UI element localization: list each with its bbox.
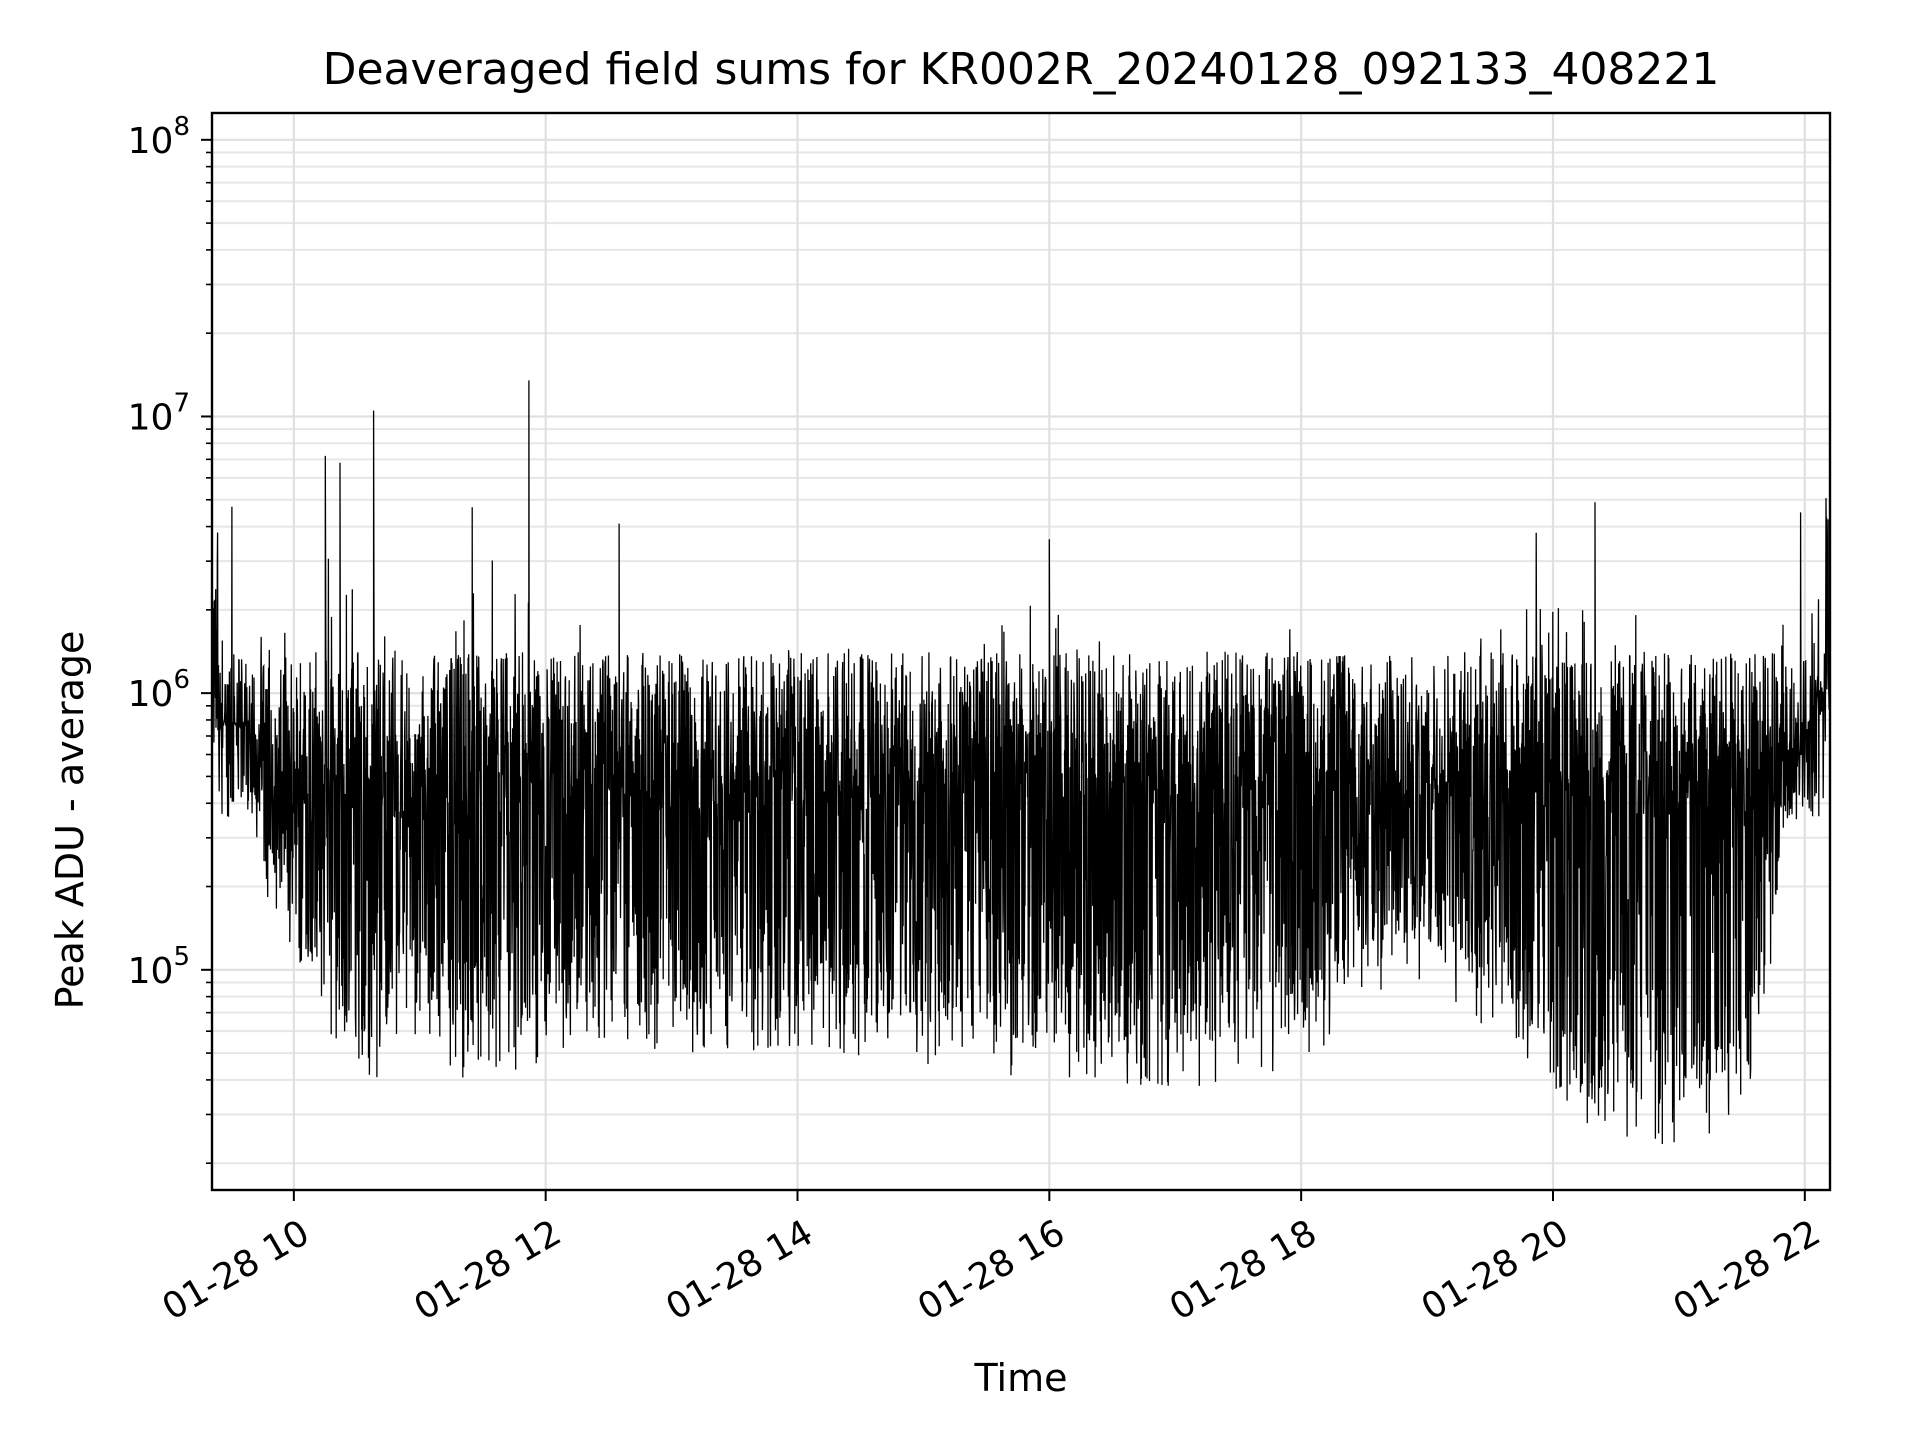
x-tick-label: 01-28 22: [1667, 1212, 1828, 1328]
x-axis-label: Time: [974, 1356, 1068, 1400]
x-tick-label: 01-28 16: [911, 1212, 1072, 1328]
y-tick-label: 106: [128, 665, 190, 715]
x-tick-label: 01-28 12: [407, 1212, 568, 1328]
chart-title: Deaveraged field sums for KR002R_2024012…: [322, 44, 1720, 95]
x-tick-label: 01-28 18: [1163, 1212, 1324, 1328]
y-tick-label: 108: [128, 112, 190, 162]
y-tick-label: 105: [128, 942, 190, 992]
x-tick-label: 01-28 14: [659, 1212, 820, 1328]
x-tick-label: 01-28 10: [156, 1212, 317, 1328]
x-tick-label: 01-28 20: [1415, 1212, 1576, 1328]
series-line: [212, 380, 1830, 1145]
axes-frame: [210, 111, 1832, 1192]
y-tick-label: 107: [128, 388, 190, 438]
